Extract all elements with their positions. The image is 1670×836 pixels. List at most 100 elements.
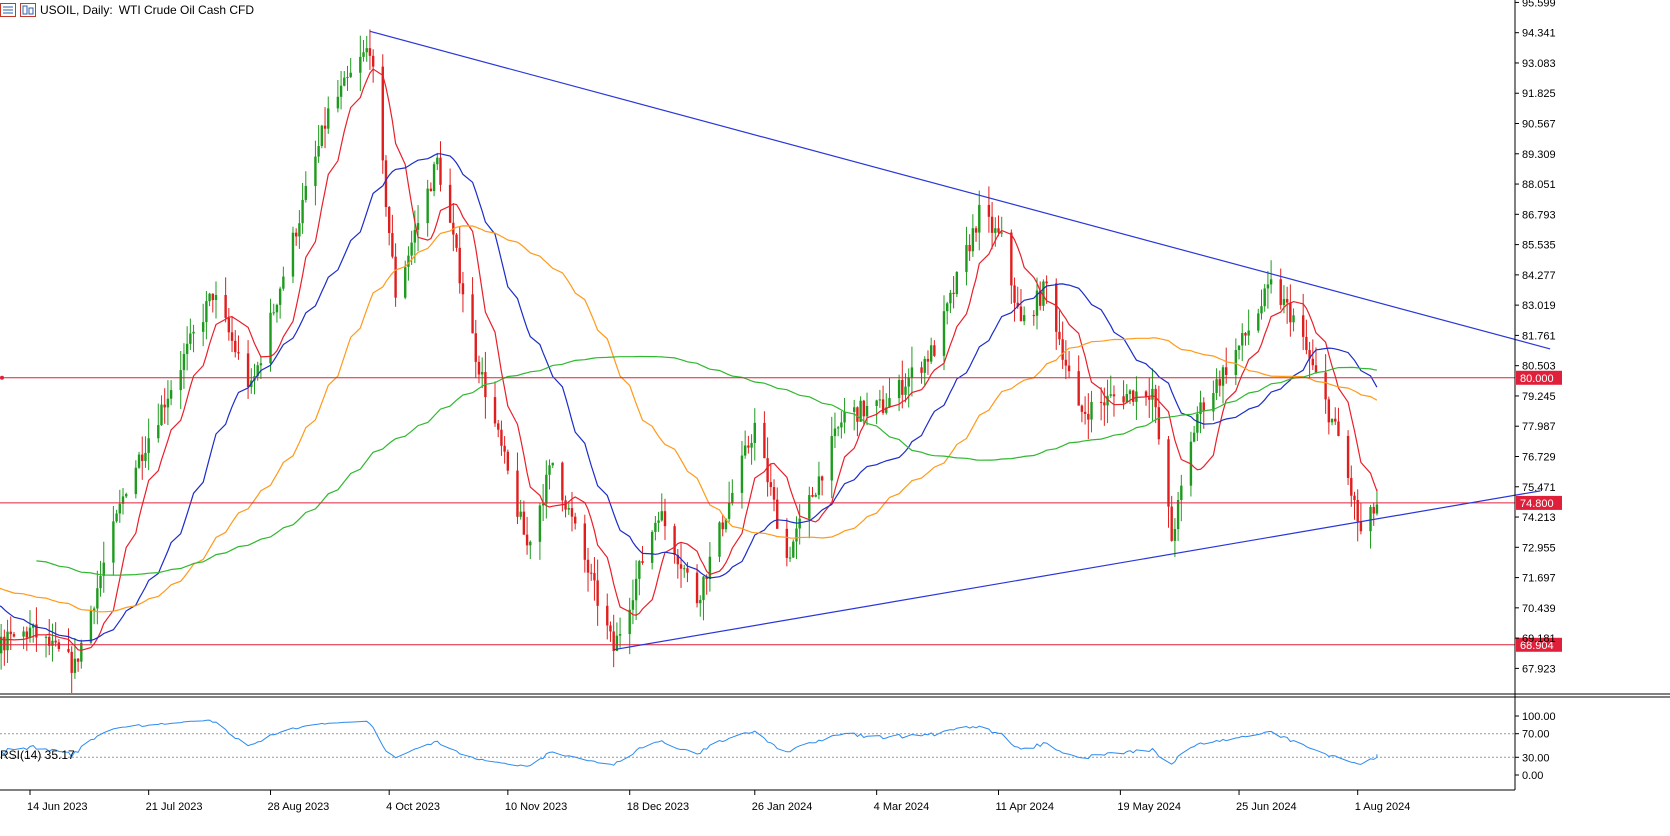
candle xyxy=(1058,310,1061,346)
candle xyxy=(885,393,888,415)
candle xyxy=(657,511,660,532)
candle xyxy=(1301,293,1305,351)
candle xyxy=(1010,229,1013,304)
candle xyxy=(189,318,192,351)
candle xyxy=(1372,502,1375,526)
candle xyxy=(121,488,125,515)
candle xyxy=(474,319,477,379)
candle xyxy=(699,595,702,617)
candle xyxy=(1157,385,1161,445)
candle xyxy=(679,543,683,588)
template-icon[interactable] xyxy=(20,3,36,17)
indicator-list-icon[interactable] xyxy=(0,3,16,17)
candle xyxy=(808,486,811,539)
candle xyxy=(933,340,936,357)
candle xyxy=(1151,368,1154,421)
candle xyxy=(1144,390,1148,406)
horizontal-levels[interactable]: 80.000 74.800 68.904 xyxy=(0,370,1562,652)
rsi-y-tick-label: 70.00 xyxy=(1522,729,1550,741)
x-tick-label: 25 Jun 2024 xyxy=(1236,801,1297,813)
trendlines[interactable] xyxy=(369,30,1551,651)
candle xyxy=(298,210,301,249)
candle xyxy=(1173,518,1177,557)
y-tick-label: 90.567 xyxy=(1522,119,1556,131)
trendline-lower[interactable] xyxy=(613,490,1541,651)
candle xyxy=(897,374,901,412)
candle xyxy=(1125,384,1128,404)
candle xyxy=(1045,275,1048,304)
candle xyxy=(641,545,644,565)
candle xyxy=(497,419,500,438)
candle xyxy=(1350,465,1353,507)
candle xyxy=(926,350,930,375)
y-tick-label: 71.697 xyxy=(1522,573,1556,585)
candle xyxy=(336,79,340,113)
candle xyxy=(772,479,776,512)
candle xyxy=(525,516,529,555)
rsi-y-tick-label: 30.00 xyxy=(1522,752,1550,764)
candle xyxy=(792,539,795,559)
candle xyxy=(971,214,975,257)
candle xyxy=(750,434,753,465)
symbol-label: USOIL, Daily: xyxy=(40,3,113,17)
candle xyxy=(1032,310,1035,326)
candle xyxy=(1279,268,1282,310)
y-tick-label: 72.955 xyxy=(1522,542,1556,554)
candle xyxy=(650,530,654,570)
level-tag xyxy=(1516,637,1562,652)
candle xyxy=(3,629,6,666)
candle xyxy=(901,360,904,409)
y-tick-label: 86.793 xyxy=(1522,209,1556,221)
candle xyxy=(99,560,102,597)
candle xyxy=(314,140,317,206)
candle xyxy=(201,303,205,347)
candle xyxy=(1099,387,1103,421)
candle xyxy=(1109,375,1112,398)
candle xyxy=(272,303,275,316)
candle xyxy=(522,500,526,535)
candle xyxy=(1016,286,1019,309)
candle xyxy=(1176,491,1180,541)
candle xyxy=(907,368,910,408)
candle xyxy=(461,271,465,313)
candle xyxy=(301,182,304,234)
candle xyxy=(942,295,946,371)
candle xyxy=(955,271,959,297)
candle xyxy=(747,435,750,454)
candle xyxy=(1337,407,1340,437)
y-tick-label: 88.051 xyxy=(1522,179,1556,191)
candle xyxy=(339,70,343,110)
candle xyxy=(89,605,93,644)
chart-header: USOIL, Daily: WTI Crude Oil Cash CFD xyxy=(0,0,254,20)
trendline-upper[interactable] xyxy=(369,30,1551,350)
candle xyxy=(634,560,638,621)
candle xyxy=(660,493,663,522)
candle xyxy=(70,646,73,693)
candle xyxy=(923,356,926,386)
candle xyxy=(1346,430,1350,485)
candle xyxy=(833,412,837,449)
candle xyxy=(788,546,792,562)
candle xyxy=(237,335,240,360)
candle xyxy=(371,49,375,83)
candle xyxy=(147,418,150,471)
candle xyxy=(1292,308,1295,332)
candle xyxy=(785,518,789,567)
moving-averages xyxy=(0,68,1378,651)
candle xyxy=(429,182,433,192)
candle xyxy=(1067,351,1071,379)
candle xyxy=(506,449,510,475)
candle xyxy=(1369,504,1372,549)
candle xyxy=(724,518,728,533)
candle xyxy=(1218,370,1221,397)
candle xyxy=(432,161,436,197)
candle xyxy=(776,487,779,529)
candle xyxy=(1090,390,1093,433)
candle xyxy=(1128,389,1132,404)
rsi-y-tick-label: 100.00 xyxy=(1522,711,1556,723)
candle xyxy=(282,266,285,291)
ma-30-line xyxy=(0,153,1378,642)
candle xyxy=(67,628,70,654)
y-tick-label: 75.471 xyxy=(1522,482,1556,494)
